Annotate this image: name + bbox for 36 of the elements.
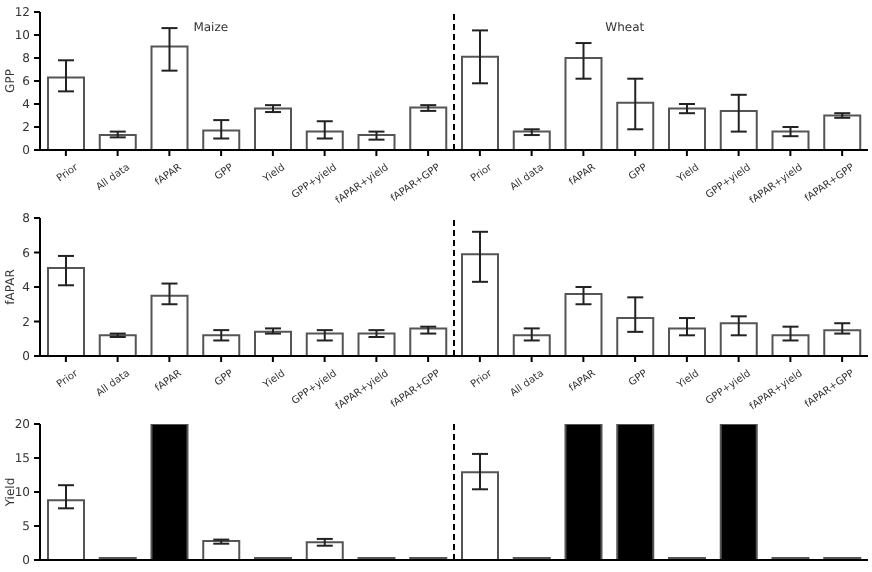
bar [564,292,603,356]
bar [98,334,137,356]
bar [668,107,706,150]
bar [202,539,241,560]
bar [202,129,241,150]
bar [254,330,292,356]
bar [305,541,344,560]
bar [771,130,810,150]
bar [47,76,85,150]
bar [254,107,292,150]
bar [150,45,189,150]
bar [461,253,499,356]
bar [823,114,862,150]
bar [409,327,448,356]
bar [771,334,810,356]
bar [719,322,758,356]
bar [47,267,85,356]
bar [305,332,344,356]
bar [202,334,241,356]
bar [150,294,189,356]
bar [357,332,396,356]
bar [357,134,396,150]
bar [409,106,448,150]
bar [823,329,862,356]
bar [719,109,758,150]
bar [668,327,706,356]
bar [564,57,603,150]
bar [512,334,551,356]
bar [461,471,499,560]
bar [47,499,85,560]
bar [305,130,344,150]
bar [512,130,551,150]
bar [98,134,137,150]
bar [616,317,655,356]
bar [461,55,499,150]
bar [616,101,655,150]
